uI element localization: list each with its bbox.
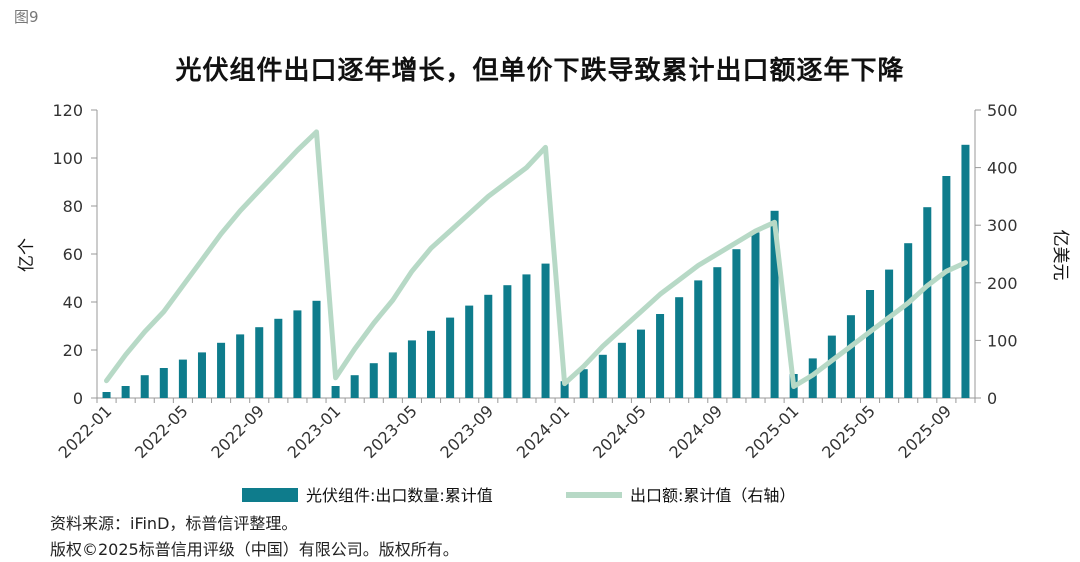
y-left-tick-label: 100 — [52, 149, 83, 168]
bar — [541, 263, 550, 398]
x-tick-label: 2023-01 — [284, 401, 345, 462]
bar — [312, 300, 321, 398]
y-right-tick-label: 400 — [987, 159, 1018, 178]
bar — [942, 176, 951, 398]
legend-bar-swatch — [242, 488, 298, 502]
x-tick-label: 2024-05 — [589, 401, 650, 462]
copyright-note: 版权©2025标普信用评级（中国）有限公司。版权所有。 — [50, 540, 459, 559]
y-axis-right-label: 亿美元 — [1050, 230, 1070, 281]
bar — [713, 267, 722, 398]
bar — [522, 274, 531, 398]
bar — [560, 381, 569, 398]
bar — [484, 294, 493, 398]
bar — [274, 318, 283, 398]
x-tick-label: 2024-01 — [513, 401, 574, 462]
x-tick-label: 2025-05 — [818, 401, 879, 462]
x-tick-label: 2024-09 — [665, 401, 726, 462]
bar — [197, 352, 206, 398]
legend: 光伏组件:出口数量:累计值 出口额:累计值（右轴） — [242, 486, 795, 505]
bar — [866, 290, 875, 398]
y-left-tick-label: 120 — [52, 101, 83, 120]
line-series — [104, 129, 968, 389]
bar — [236, 334, 245, 398]
bar — [503, 285, 512, 398]
bar — [331, 386, 340, 398]
bar — [675, 297, 684, 398]
bar — [427, 330, 436, 398]
y-right-tick-label: 300 — [987, 216, 1018, 235]
bar — [636, 329, 645, 398]
x-tick-label: 2025-01 — [742, 401, 803, 462]
y-left-tick-label: 80 — [63, 197, 83, 216]
bar — [293, 310, 302, 398]
x-tick-label: 2022-09 — [207, 401, 268, 462]
bar — [732, 249, 741, 398]
y-left-tick-label: 60 — [63, 245, 83, 264]
bar — [808, 358, 817, 398]
bar — [159, 368, 168, 398]
bar — [369, 363, 378, 398]
bar — [446, 317, 455, 398]
bar — [770, 210, 779, 398]
y-left-tick-label: 20 — [63, 341, 83, 360]
bar — [656, 314, 665, 398]
figure-label: 图9 — [14, 8, 39, 26]
chart-title: 光伏组件出口逐年增长，但单价下跌导致累计出口额逐年下降 — [175, 56, 905, 86]
legend-line-label: 出口额:累计值（右轴） — [630, 486, 795, 505]
bar — [846, 315, 855, 398]
x-tick-label: 2022-01 — [55, 401, 116, 462]
y-right-tick-label: 100 — [987, 331, 1018, 350]
source-note: 资料来源：iFinD，标普信评整理。 — [50, 514, 298, 533]
bar — [102, 392, 111, 398]
bar — [140, 375, 149, 398]
bar — [617, 342, 626, 398]
bar — [350, 375, 359, 398]
bar — [178, 359, 187, 398]
bar — [255, 327, 264, 398]
bar — [751, 232, 760, 398]
bar — [923, 207, 932, 398]
x-tick-label: 2025-09 — [894, 401, 955, 462]
y-right-tick-label: 0 — [987, 389, 997, 408]
bar — [904, 243, 913, 398]
bar-series — [102, 144, 970, 398]
y-right-tick-label: 500 — [987, 101, 1018, 120]
x-tick-label: 2022-05 — [131, 401, 192, 462]
bar — [885, 269, 894, 398]
bar — [961, 144, 970, 398]
legend-bar-label: 光伏组件:出口数量:累计值 — [306, 486, 493, 505]
export-value-line — [104, 129, 968, 389]
bar — [579, 369, 588, 398]
x-tick-label: 2023-09 — [436, 401, 497, 462]
bar — [465, 305, 474, 398]
y-right-tick-label: 200 — [987, 274, 1018, 293]
bar — [694, 280, 703, 398]
y-left-tick-label: 0 — [73, 389, 83, 408]
bar — [598, 354, 607, 398]
y-axis-left-label: 亿个 — [17, 238, 37, 272]
y-left-tick-label: 40 — [63, 293, 83, 312]
x-tick-label: 2023-05 — [360, 401, 421, 462]
bar — [827, 335, 836, 398]
bar — [217, 342, 226, 398]
bar — [121, 386, 130, 398]
bar — [388, 352, 397, 398]
bar — [407, 340, 416, 398]
